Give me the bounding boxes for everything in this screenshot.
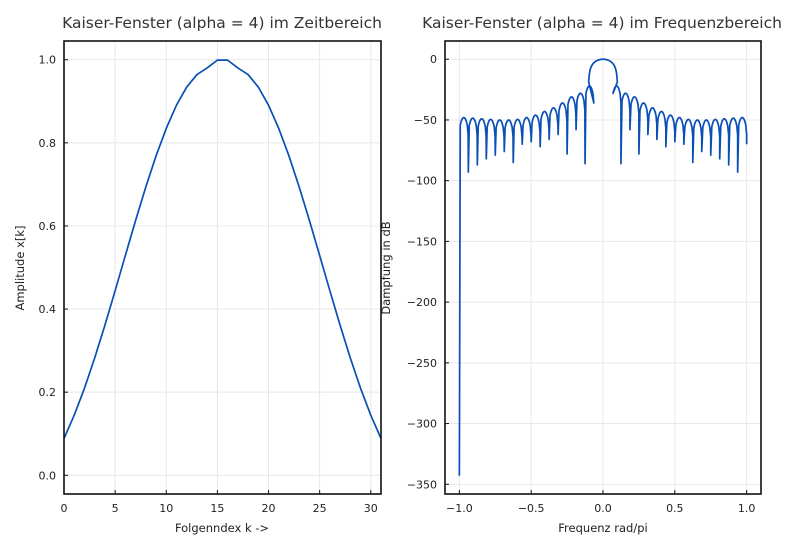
time-xtick-label: 10 (159, 502, 173, 515)
time-ytick-label: 0.2 (39, 386, 57, 399)
freq-ytick-label: −350 (407, 478, 437, 491)
freq-xtick-label: 1.0 (738, 502, 756, 515)
time-chart-ticks: 0 5 10 15 20 25 30 0.0 0.2 0.4 0.6 0.8 1.0 (39, 54, 378, 515)
freq-ytick-label: −100 (407, 175, 437, 188)
freq-xtick-label: 0.0 (594, 502, 612, 515)
freq-ytick-label: −50 (414, 114, 437, 127)
freq-chart-title: Kaiser-Fenster (alpha = 4) im Frequenzbe… (422, 14, 782, 32)
time-ytick-label: 0.4 (39, 303, 57, 316)
freq-series-line (458, 58, 748, 476)
freq-chart-ticks: −1.0 −0.5 0.0 0.5 1.0 0 −50 −100 −150 −200 −250 −30… (407, 53, 756, 515)
freq-chart-series (458, 58, 748, 476)
time-series-line (63, 59, 382, 439)
freq-ytick-label: −150 (407, 235, 437, 248)
freq-ytick-label: −200 (407, 296, 437, 309)
time-ytick-label: 0.8 (39, 137, 57, 150)
freq-ytick-label: −250 (407, 357, 437, 370)
time-xtick-label: 20 (262, 502, 276, 515)
time-xtick-label: 5 (112, 502, 119, 515)
freq-ytick-label: 0 (430, 53, 437, 66)
time-ytick-label: 0.6 (39, 220, 57, 233)
freq-chart-ylabel: Dämpfung in dB (379, 221, 393, 314)
time-chart-frame (63, 40, 382, 495)
time-ytick-label: 1.0 (39, 54, 57, 67)
time-chart-series (63, 59, 382, 439)
time-ytick-label: 0.0 (39, 469, 57, 482)
time-domain-chart: Kaiser-Fenster (alpha = 4) im Zeitbereic… (13, 14, 382, 535)
freq-xtick-label: 0.5 (666, 502, 684, 515)
freq-xtick-label: −0.5 (518, 502, 545, 515)
time-chart-ylabel: Amplitude x[k] (13, 225, 27, 310)
frequency-domain-chart: Kaiser-Fenster (alpha = 4) im Frequenzbe… (379, 14, 782, 535)
freq-chart-xlabel: Frequenz rad/pi (558, 521, 647, 535)
freq-chart-grid (445, 41, 761, 494)
time-xtick-label: 15 (210, 502, 224, 515)
time-chart-title: Kaiser-Fenster (alpha = 4) im Zeitbereic… (62, 14, 382, 32)
time-xtick-label: 0 (61, 502, 68, 515)
time-chart-grid (63, 41, 381, 494)
time-xtick-label: 25 (313, 502, 327, 515)
time-chart-xlabel: Folgenndex k -> (175, 521, 269, 535)
freq-ytick-label: −300 (407, 418, 437, 431)
freq-xtick-label: −1.0 (446, 502, 473, 515)
time-xtick-label: 30 (364, 502, 378, 515)
